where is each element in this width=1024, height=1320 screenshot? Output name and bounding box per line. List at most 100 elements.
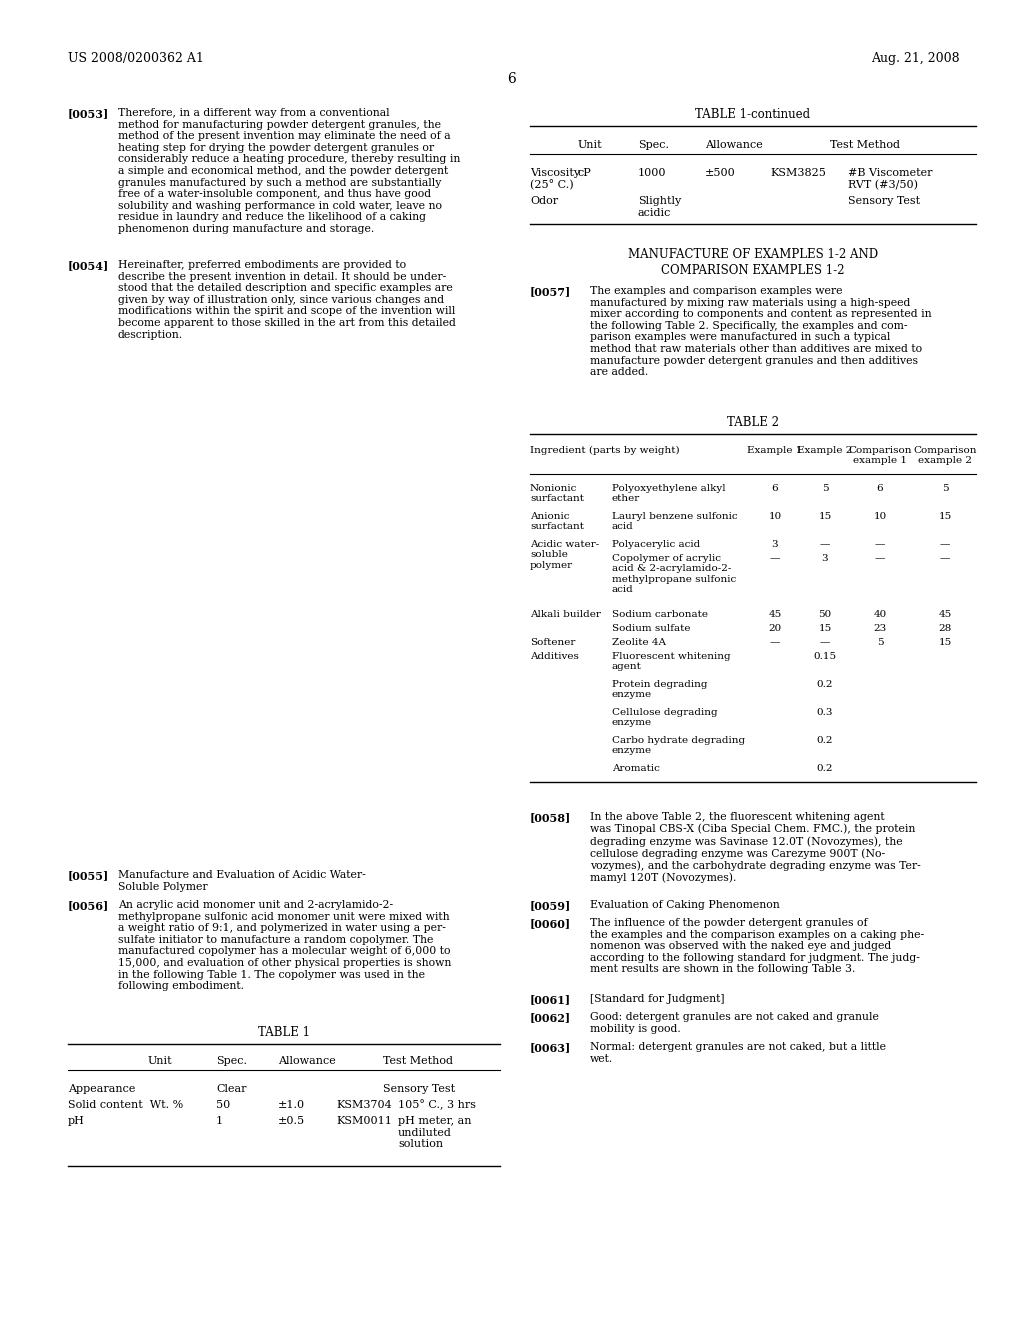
- Text: [0062]: [0062]: [530, 1012, 571, 1023]
- Text: Polyoxyethylene alkyl
ether: Polyoxyethylene alkyl ether: [612, 484, 726, 503]
- Text: Aug. 21, 2008: Aug. 21, 2008: [871, 51, 961, 65]
- Text: Comparison
example 1: Comparison example 1: [848, 446, 911, 466]
- Text: Unit: Unit: [578, 140, 603, 150]
- Text: pH meter, an
undiluted
solution: pH meter, an undiluted solution: [398, 1115, 471, 1150]
- Text: Comparison
example 2: Comparison example 2: [913, 446, 977, 466]
- Text: 5: 5: [877, 638, 884, 647]
- Text: Solid content  Wt. %: Solid content Wt. %: [68, 1100, 183, 1110]
- Text: Anionic
surfactant: Anionic surfactant: [530, 512, 584, 532]
- Text: Alkali builder: Alkali builder: [530, 610, 601, 619]
- Text: Copolymer of acrylic
acid & 2-acrylamido-2-
methylpropane sulfonic
acid: Copolymer of acrylic acid & 2-acrylamido…: [612, 554, 736, 594]
- Text: Softener: Softener: [530, 638, 575, 647]
- Text: KSM3825: KSM3825: [770, 168, 826, 178]
- Text: 6: 6: [877, 484, 884, 492]
- Text: —: —: [820, 540, 830, 549]
- Text: 5: 5: [942, 484, 948, 492]
- Text: —: —: [874, 540, 885, 549]
- Text: 15: 15: [938, 512, 951, 521]
- Text: 28: 28: [938, 624, 951, 634]
- Text: Additives: Additives: [530, 652, 579, 661]
- Text: 15: 15: [818, 624, 831, 634]
- Text: MANUFACTURE OF EXAMPLES 1-2 AND: MANUFACTURE OF EXAMPLES 1-2 AND: [628, 248, 878, 261]
- Text: Cellulose degrading
enzyme: Cellulose degrading enzyme: [612, 708, 718, 727]
- Text: —: —: [770, 638, 780, 647]
- Text: Nonionic
surfactant: Nonionic surfactant: [530, 484, 584, 503]
- Text: Allowance: Allowance: [278, 1056, 336, 1067]
- Text: Normal: detergent granules are not caked, but a little
wet.: Normal: detergent granules are not caked…: [590, 1041, 886, 1064]
- Text: Aromatic: Aromatic: [612, 764, 659, 774]
- Text: [0057]: [0057]: [530, 286, 571, 297]
- Text: pH: pH: [68, 1115, 85, 1126]
- Text: —: —: [770, 554, 780, 564]
- Text: KSM3704: KSM3704: [336, 1100, 392, 1110]
- Text: —: —: [940, 540, 950, 549]
- Text: Spec.: Spec.: [216, 1056, 247, 1067]
- Text: 0.3: 0.3: [817, 708, 834, 717]
- Text: 0.15: 0.15: [813, 652, 837, 661]
- Text: 50: 50: [216, 1100, 230, 1110]
- Text: Example 2: Example 2: [798, 446, 853, 455]
- Text: Acidic water-
soluble
polymer: Acidic water- soluble polymer: [530, 540, 599, 570]
- Text: 50: 50: [818, 610, 831, 619]
- Text: COMPARISON EXAMPLES 1-2: COMPARISON EXAMPLES 1-2: [662, 264, 845, 277]
- Text: ±500: ±500: [705, 168, 736, 178]
- Text: Odor: Odor: [530, 195, 558, 206]
- Text: 6: 6: [772, 484, 778, 492]
- Text: 15: 15: [818, 512, 831, 521]
- Text: US 2008/0200362 A1: US 2008/0200362 A1: [68, 51, 204, 65]
- Text: ±0.5: ±0.5: [278, 1115, 305, 1126]
- Text: Unit: Unit: [148, 1056, 173, 1067]
- Text: 3: 3: [772, 540, 778, 549]
- Text: Slightly
acidic: Slightly acidic: [638, 195, 681, 218]
- Text: 15: 15: [938, 638, 951, 647]
- Text: An acrylic acid monomer unit and 2-acrylamido-2-
methylpropane sulfonic acid mon: An acrylic acid monomer unit and 2-acryl…: [118, 900, 452, 991]
- Text: [0054]: [0054]: [68, 260, 110, 271]
- Text: Allowance: Allowance: [705, 140, 763, 150]
- Text: 45: 45: [768, 610, 781, 619]
- Text: —: —: [940, 554, 950, 564]
- Text: TABLE 2: TABLE 2: [727, 416, 779, 429]
- Text: 10: 10: [768, 512, 781, 521]
- Text: Example 1: Example 1: [748, 446, 803, 455]
- Text: Test Method: Test Method: [830, 140, 900, 150]
- Text: The influence of the powder detergent granules of
the examples and the compariso: The influence of the powder detergent gr…: [590, 917, 924, 974]
- Text: [0055]: [0055]: [68, 870, 110, 880]
- Text: ±1.0: ±1.0: [278, 1100, 305, 1110]
- Text: 6: 6: [508, 73, 516, 86]
- Text: [0053]: [0053]: [68, 108, 110, 119]
- Text: —: —: [820, 638, 830, 647]
- Text: 0.2: 0.2: [817, 737, 834, 744]
- Text: [0058]: [0058]: [530, 812, 571, 822]
- Text: Evaluation of Caking Phenomenon: Evaluation of Caking Phenomenon: [590, 900, 779, 909]
- Text: Protein degrading
enzyme: Protein degrading enzyme: [612, 680, 708, 700]
- Text: Sensory Test: Sensory Test: [383, 1084, 455, 1094]
- Text: [0056]: [0056]: [68, 900, 110, 911]
- Text: Viscosity
(25° C.): Viscosity (25° C.): [530, 168, 581, 190]
- Text: Sodium carbonate: Sodium carbonate: [612, 610, 708, 619]
- Text: Spec.: Spec.: [638, 140, 669, 150]
- Text: In the above Table 2, the fluorescent whitening agent
was Tinopal CBS-X (Ciba Sp: In the above Table 2, the fluorescent wh…: [590, 812, 921, 883]
- Text: 1000: 1000: [638, 168, 667, 178]
- Text: [0063]: [0063]: [530, 1041, 571, 1053]
- Text: Hereinafter, preferred embodiments are provided to
describe the present inventio: Hereinafter, preferred embodiments are p…: [118, 260, 456, 339]
- Text: TABLE 1: TABLE 1: [258, 1026, 310, 1039]
- Text: Appearance: Appearance: [68, 1084, 135, 1094]
- Text: Therefore, in a different way from a conventional
method for manufacturing powde: Therefore, in a different way from a con…: [118, 108, 461, 234]
- Text: Lauryl benzene sulfonic
acid: Lauryl benzene sulfonic acid: [612, 512, 737, 532]
- Text: cP: cP: [578, 168, 592, 178]
- Text: Test Method: Test Method: [383, 1056, 453, 1067]
- Text: [0059]: [0059]: [530, 900, 571, 911]
- Text: Zeolite 4A: Zeolite 4A: [612, 638, 666, 647]
- Text: 20: 20: [768, 624, 781, 634]
- Text: Manufacture and Evaluation of Acidic Water-
Soluble Polymer: Manufacture and Evaluation of Acidic Wat…: [118, 870, 366, 891]
- Text: 105° C., 3 hrs: 105° C., 3 hrs: [398, 1100, 476, 1110]
- Text: 23: 23: [873, 624, 887, 634]
- Text: 45: 45: [938, 610, 951, 619]
- Text: [0061]: [0061]: [530, 994, 571, 1005]
- Text: 0.2: 0.2: [817, 764, 834, 774]
- Text: Polyacerylic acid: Polyacerylic acid: [612, 540, 700, 549]
- Text: Ingredient (parts by weight): Ingredient (parts by weight): [530, 446, 680, 455]
- Text: Sensory Test: Sensory Test: [848, 195, 921, 206]
- Text: Clear: Clear: [216, 1084, 247, 1094]
- Text: KSM0011: KSM0011: [336, 1115, 392, 1126]
